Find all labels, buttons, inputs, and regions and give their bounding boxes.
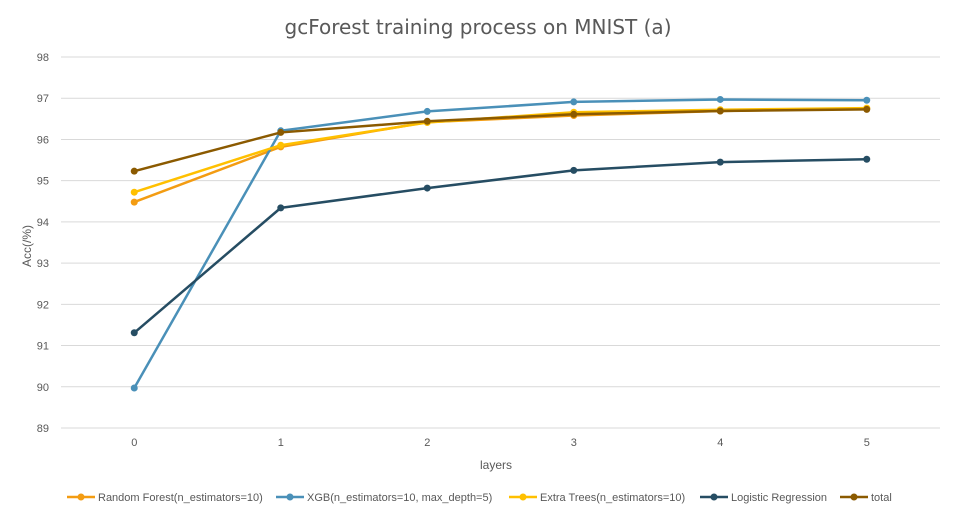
y-axis-ticks: 89 90 91 92 93 94 95 96 97 98	[37, 52, 49, 435]
legend-label: XGB(n_estimators=10, max_depth=5)	[307, 492, 492, 504]
data-point	[423, 184, 431, 192]
data-point	[570, 98, 578, 106]
series-line	[133, 108, 868, 173]
data-point	[570, 166, 578, 174]
legend-item: Random Forest(n_estimators=10)	[67, 492, 263, 504]
legend-label: Extra Trees(n_estimators=10)	[540, 492, 685, 504]
data-point	[277, 204, 285, 212]
legend-marker	[286, 493, 294, 501]
x-axis-ticks: 0 1 2 3 4 5	[131, 437, 870, 449]
x-tick-label: 1	[278, 437, 284, 449]
legend-label: Random Forest(n_estimators=10)	[98, 492, 263, 504]
data-point	[130, 384, 138, 392]
series	[130, 95, 871, 392]
y-axis-label: Acc(/%)	[20, 225, 34, 267]
data-point	[423, 107, 431, 115]
data-point	[130, 188, 138, 196]
data-point	[716, 107, 724, 115]
legend-label: total	[871, 492, 892, 504]
x-tick-label: 2	[424, 437, 430, 449]
x-tick-label: 4	[717, 437, 723, 449]
y-tick-label: 98	[37, 52, 49, 64]
data-point	[863, 155, 871, 163]
legend-marker	[77, 493, 85, 501]
series-3	[130, 155, 871, 337]
data-point	[716, 158, 724, 166]
data-point	[277, 128, 285, 136]
legend-item: total	[840, 492, 892, 504]
x-tick-label: 3	[571, 437, 577, 449]
data-point	[716, 95, 724, 103]
y-tick-label: 95	[37, 176, 49, 188]
x-tick-label: 0	[131, 437, 137, 449]
legend-label: Logistic Regression	[731, 492, 827, 504]
y-tick-label: 97	[37, 93, 49, 105]
y-tick-label: 92	[37, 299, 49, 311]
y-tick-label: 90	[37, 382, 49, 394]
x-tick-label: 5	[864, 437, 870, 449]
data-point	[863, 96, 871, 104]
y-tick-label: 89	[37, 423, 49, 435]
data-point	[130, 167, 138, 175]
legend-item: XGB(n_estimators=10, max_depth=5)	[276, 492, 492, 504]
data-point	[570, 110, 578, 118]
y-tick-label: 96	[37, 134, 49, 146]
series-line	[133, 157, 868, 335]
data-point	[130, 198, 138, 206]
series-4	[130, 105, 871, 175]
y-tick-label: 93	[37, 258, 49, 270]
grid	[61, 56, 940, 429]
series-1	[130, 95, 871, 392]
y-tick-label: 94	[37, 217, 49, 229]
legend-marker	[850, 493, 858, 501]
legend-marker	[710, 493, 718, 501]
series-line	[133, 98, 868, 390]
data-point	[130, 329, 138, 337]
data-point	[277, 141, 285, 149]
legend-item: Logistic Regression	[700, 492, 827, 504]
legend-marker	[519, 493, 527, 501]
y-tick-label: 91	[37, 341, 49, 353]
series-0	[130, 105, 871, 206]
chart-title: gcForest training process on MNIST (a)	[285, 15, 672, 39]
x-axis-label: layers	[480, 458, 512, 472]
legend-item: Extra Trees(n_estimators=10)	[509, 492, 685, 504]
data-point	[423, 117, 431, 125]
legend: Random Forest(n_estimators=10) XGB(n_esti…	[67, 492, 892, 504]
series-line	[133, 107, 868, 204]
data-point	[863, 105, 871, 113]
